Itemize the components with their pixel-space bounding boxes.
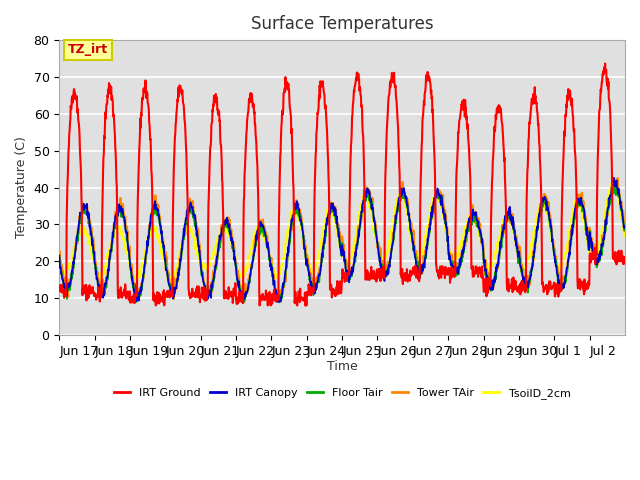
IRT Ground bbox=[614, 252, 622, 258]
IRT Canopy bbox=[273, 299, 280, 305]
Floor Tair bbox=[621, 226, 628, 232]
Tower TAir bbox=[276, 299, 284, 305]
Floor Tair bbox=[328, 204, 335, 210]
IRT Canopy bbox=[56, 252, 63, 258]
TsoilD_2cm bbox=[328, 207, 335, 213]
IRT Ground bbox=[476, 264, 483, 270]
Tower TAir bbox=[614, 188, 622, 193]
IRT Canopy bbox=[317, 263, 324, 269]
IRT Canopy bbox=[144, 243, 152, 249]
Floor Tair bbox=[144, 241, 152, 247]
TsoilD_2cm bbox=[559, 260, 566, 265]
Floor Tair bbox=[476, 228, 483, 234]
TsoilD_2cm bbox=[56, 260, 63, 266]
IRT Ground bbox=[621, 261, 628, 266]
Floor Tair bbox=[132, 299, 140, 305]
Floor Tair bbox=[317, 265, 324, 271]
IRT Ground bbox=[601, 60, 609, 66]
Floor Tair bbox=[56, 254, 63, 260]
Tower TAir bbox=[328, 201, 335, 206]
IRT Ground bbox=[559, 183, 566, 189]
TsoilD_2cm bbox=[609, 180, 617, 185]
Line: Tower TAir: Tower TAir bbox=[60, 178, 625, 302]
Line: Floor Tair: Floor Tair bbox=[60, 186, 625, 302]
TsoilD_2cm bbox=[614, 196, 622, 202]
IRT Ground bbox=[144, 100, 152, 106]
Tower TAir bbox=[476, 220, 483, 226]
Title: Surface Temperatures: Surface Temperatures bbox=[251, 15, 433, 33]
Line: TsoilD_2cm: TsoilD_2cm bbox=[60, 182, 625, 282]
Line: IRT Ground: IRT Ground bbox=[60, 63, 625, 305]
Line: IRT Canopy: IRT Canopy bbox=[60, 178, 625, 302]
Y-axis label: Temperature (C): Temperature (C) bbox=[15, 137, 28, 239]
Tower TAir bbox=[614, 175, 621, 181]
Floor Tair bbox=[612, 183, 620, 189]
IRT Canopy bbox=[610, 175, 618, 180]
TsoilD_2cm bbox=[144, 235, 152, 240]
TsoilD_2cm bbox=[476, 232, 483, 238]
IRT Ground bbox=[328, 284, 335, 290]
IRT Canopy bbox=[476, 227, 483, 232]
Text: TZ_irt: TZ_irt bbox=[68, 43, 108, 56]
X-axis label: Time: Time bbox=[327, 360, 358, 373]
IRT Ground bbox=[317, 83, 324, 88]
Legend: IRT Ground, IRT Canopy, Floor Tair, Tower TAir, TsoilD_2cm: IRT Ground, IRT Canopy, Floor Tair, Towe… bbox=[109, 384, 575, 403]
Tower TAir bbox=[144, 238, 152, 244]
IRT Canopy bbox=[621, 223, 628, 229]
Tower TAir bbox=[317, 263, 324, 268]
IRT Ground bbox=[152, 302, 159, 308]
Tower TAir bbox=[56, 256, 63, 262]
IRT Ground bbox=[56, 286, 63, 292]
Tower TAir bbox=[621, 228, 628, 234]
TsoilD_2cm bbox=[621, 233, 628, 239]
TsoilD_2cm bbox=[317, 239, 324, 245]
Floor Tair bbox=[559, 284, 566, 289]
IRT Canopy bbox=[614, 191, 622, 196]
TsoilD_2cm bbox=[132, 279, 140, 285]
Tower TAir bbox=[559, 278, 566, 284]
IRT Canopy bbox=[328, 201, 335, 206]
Floor Tair bbox=[614, 190, 622, 195]
IRT Canopy bbox=[559, 284, 566, 289]
